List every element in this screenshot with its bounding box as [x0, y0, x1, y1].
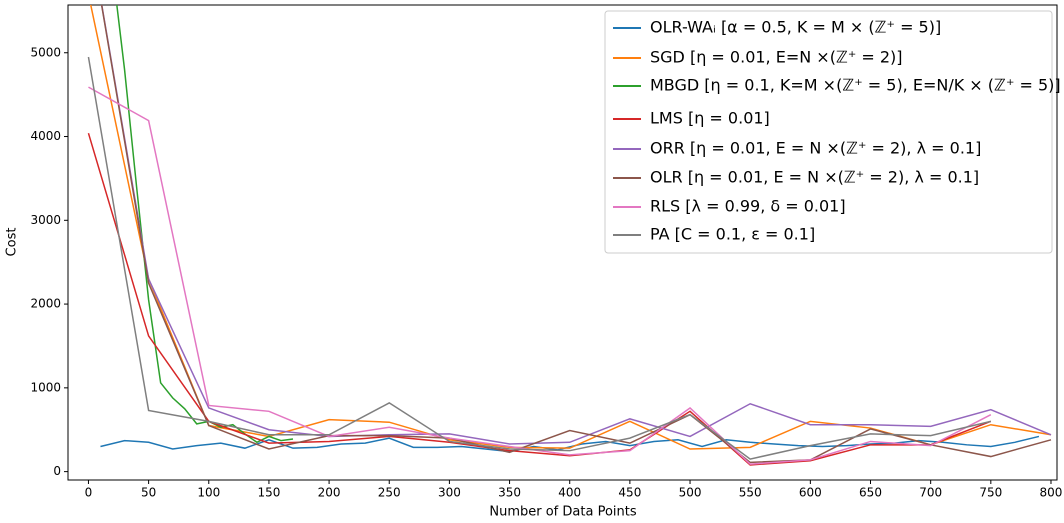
x-tick-label: 550: [739, 486, 762, 500]
y-tick-label: 0: [53, 464, 61, 478]
x-tick-label: 750: [979, 486, 1002, 500]
x-tick-label: 150: [257, 486, 280, 500]
x-tick-label: 250: [378, 486, 401, 500]
x-tick-label: 650: [859, 486, 882, 500]
series-line: [87, 56, 991, 460]
y-tick-label: 4000: [30, 129, 61, 143]
x-tick-label: 300: [438, 486, 461, 500]
x-tick-label: 350: [498, 486, 521, 500]
y-axis-label: Cost: [5, 228, 20, 257]
legend: OLR-WAᵢ [α = 0.5, K = M × (ℤ⁺ = 5)] SGD […: [604, 10, 1061, 254]
x-tick-label: 500: [679, 486, 702, 500]
series-line: [87, 132, 992, 466]
legend-label: RLS [λ = 0.99, δ = 0.01]: [650, 197, 846, 216]
legend-label: PA [C = 0.1, ε = 0.1]: [650, 225, 815, 244]
x-tick-label: 800: [1040, 486, 1063, 500]
x-tick-label: 400: [558, 486, 581, 500]
x-tick-label: 50: [141, 486, 156, 500]
series-line: [88, 86, 992, 465]
y-tick-label: 1000: [30, 380, 61, 394]
x-tick-label: 450: [618, 486, 641, 500]
legend-label: MBGD [η = 0.1, K=M ×(ℤ⁺ = 5), E=N/K × (ℤ…: [650, 76, 1061, 95]
legend-label: OLR-WAᵢ [α = 0.5, K = M × (ℤ⁺ = 5)]: [650, 18, 941, 37]
legend-label: SGD [η = 0.01, E=N ×(ℤ⁺ = 2)]: [650, 48, 903, 67]
x-axis-label: Number of Data Points: [489, 505, 636, 520]
legend-label: ORR [η = 0.01, E = N ×(ℤ⁺ = 2), λ = 0.1]: [650, 139, 981, 158]
legend-label: LMS [η = 0.01]: [650, 109, 770, 128]
lines: [87, 5, 1052, 466]
x-tick-label: 200: [318, 486, 341, 500]
y-tick-label: 2000: [30, 297, 61, 311]
series-line: [101, 5, 1052, 445]
y-tick-label: 3000: [30, 213, 61, 227]
x-tick-label: 700: [919, 486, 942, 500]
legend-label: OLR [η = 0.01, E = N ×(ℤ⁺ = 2), λ = 0.1]: [650, 168, 979, 187]
legend-box: [604, 10, 1053, 254]
x-tick-label: 600: [799, 486, 822, 500]
x-tick-label: 100: [197, 486, 220, 500]
series-line: [116, 5, 294, 444]
y-tick-label: 5000: [30, 45, 61, 59]
x-tick-label: 0: [85, 486, 93, 500]
plot-frame: [67, 4, 1058, 481]
